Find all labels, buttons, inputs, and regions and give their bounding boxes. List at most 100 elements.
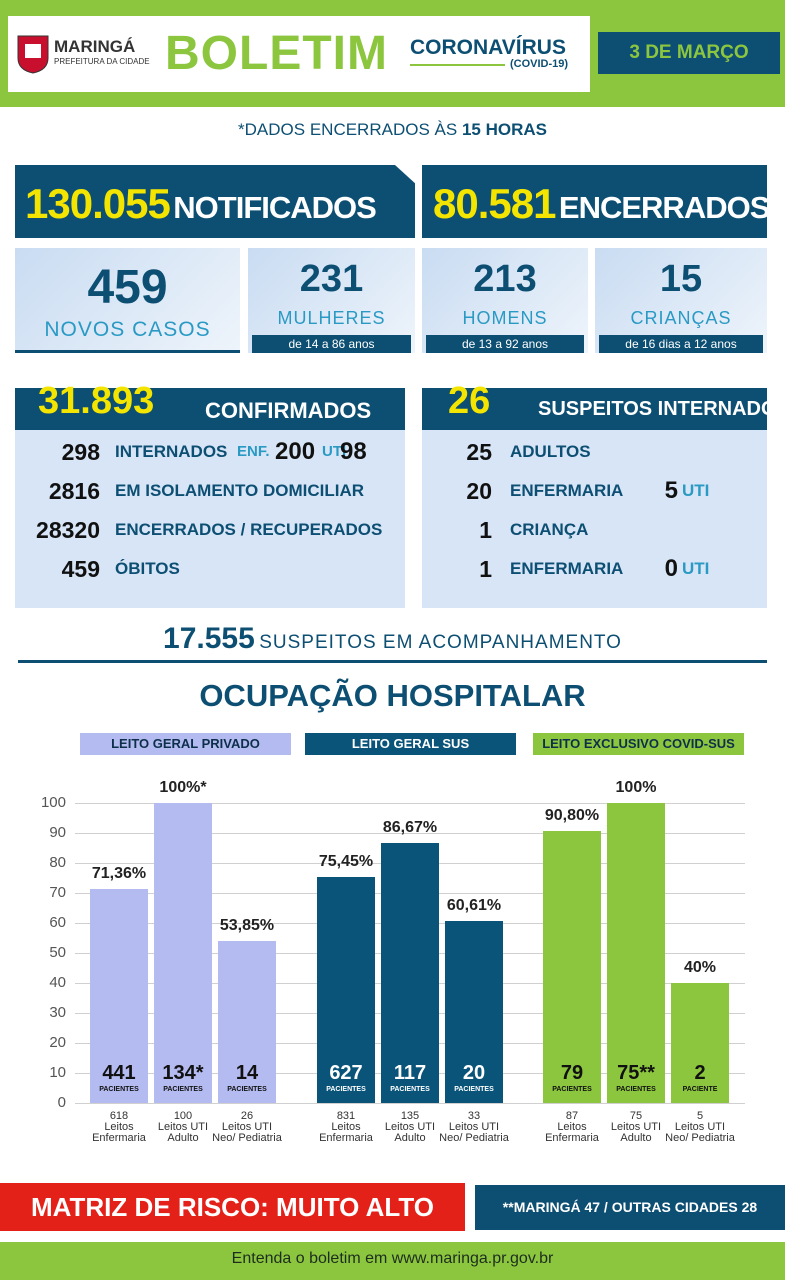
- row-label: INTERNADOS: [115, 441, 228, 461]
- patients: 441: [102, 1062, 136, 1084]
- bar: [154, 803, 212, 1103]
- topic-line: [410, 64, 505, 66]
- case-value: 213: [473, 258, 537, 300]
- patient-unit: PACIENTES: [616, 1086, 656, 1093]
- note: *DADOS ENCERRADOS ÀS 15 HORAS: [0, 120, 785, 140]
- grid-line: [75, 803, 745, 804]
- note-text: *DADOS ENCERRADOS ÀS: [238, 120, 458, 139]
- panel-title: LEITO GERAL SUS: [305, 733, 516, 755]
- row-value: 25: [466, 438, 492, 465]
- patients: 79: [560, 1062, 584, 1084]
- row-label: UTI: [682, 558, 710, 578]
- total-value: 130.055: [25, 180, 171, 227]
- row-label: CRIANÇA: [510, 519, 589, 539]
- panel-title: LEITO GERAL PRIVADO: [80, 733, 291, 755]
- beds: 87: [565, 1110, 579, 1122]
- total-value: 80.581: [433, 180, 556, 227]
- topic-sub: (COVID-19): [510, 58, 569, 70]
- suspects-value: 26: [448, 380, 491, 422]
- case-value: 231: [299, 258, 364, 300]
- section-title: OCUPAÇÃO HOSPITALAR: [199, 678, 586, 713]
- row-label: ÓBITOS: [115, 558, 180, 578]
- patients: 20: [462, 1062, 486, 1084]
- case-label: NOVOS CASOS: [44, 318, 211, 341]
- x-tick-label: Leitos UTI Adulto: [157, 1121, 209, 1144]
- case-label: HOMENS: [462, 308, 548, 328]
- bar: [90, 888, 148, 1103]
- value-label: 60,61%: [446, 897, 502, 915]
- y-tick-label: 50: [49, 944, 66, 961]
- city-sub: PREFEITURA DA CIDADE: [54, 57, 150, 66]
- patients: 117: [393, 1062, 427, 1084]
- y-tick-label: 20: [49, 1034, 66, 1051]
- case-range: de 14 a 86 anos: [252, 335, 411, 353]
- grid-line: [75, 833, 745, 834]
- bar: [317, 876, 375, 1103]
- title: BOLETIM: [165, 27, 388, 80]
- confirmed-panel: [15, 430, 405, 608]
- x-tick-label: Leitos UTI Neo/ Pediatria: [439, 1121, 509, 1144]
- patients: 627: [329, 1062, 363, 1084]
- bar: [671, 983, 729, 1103]
- y-tick-label: 0: [57, 1094, 66, 1111]
- beds: 5: [696, 1110, 704, 1122]
- row-label: 98: [340, 438, 367, 465]
- total-label: NOTIFICADOS: [173, 190, 377, 225]
- row-value: 1: [479, 555, 492, 582]
- total-label: ENCERRADOS: [558, 190, 770, 225]
- row-label: ENFERMARIA: [510, 480, 624, 500]
- logo: [17, 35, 49, 74]
- x-tick-label: Leitos UTI Neo/ Pediatria: [212, 1121, 282, 1144]
- row-label: ENFERMARIA: [510, 558, 624, 578]
- y-tick-label: 10: [49, 1064, 66, 1081]
- suspects-bar: [422, 388, 767, 430]
- row-value: 298: [61, 438, 100, 465]
- x-tick-label: Leitos UTI Adulto: [610, 1121, 662, 1144]
- header-panel: [8, 16, 590, 92]
- x-tick-label: Leitos UTI Neo/ Pediatria: [665, 1121, 735, 1144]
- y-tick-label: 60: [49, 914, 66, 931]
- y-tick-label: 70: [49, 884, 66, 901]
- value-label: 75,45%: [318, 852, 374, 870]
- value-label: 40%: [683, 959, 717, 976]
- row-value: 2816: [48, 477, 100, 504]
- confirmed-value: 31.893: [38, 380, 155, 422]
- date: 3 DE MARÇO: [598, 32, 780, 74]
- case-range: de 13 a 92 anos: [426, 335, 584, 353]
- beds: 135: [400, 1110, 420, 1122]
- divider: [18, 660, 767, 663]
- patient-unit: PACIENTES: [227, 1086, 267, 1093]
- row-label: EM ISOLAMENTO DOMICILIAR: [115, 480, 365, 500]
- value-label: 53,85%: [219, 917, 275, 935]
- case-label: MULHERES: [277, 308, 386, 328]
- total-box: [15, 165, 415, 238]
- row-value: 20: [466, 477, 492, 504]
- case-box: [15, 248, 240, 352]
- monitoring-label: SUSPEITOS EM ACOMPANHAMENTO: [259, 632, 622, 653]
- case-value: 15: [659, 258, 703, 300]
- row-label: ENCERRADOS / RECUPERADOS: [115, 519, 383, 539]
- bar: [607, 803, 665, 1103]
- x-tick-label: Leitos Enfermaria: [545, 1121, 599, 1144]
- row-label: ADULTOS: [510, 441, 591, 461]
- total: 130.055 NOTIFICADOS: [25, 180, 377, 228]
- monitoring-value: 17.555: [163, 622, 255, 655]
- confirmed-bar: [15, 388, 405, 430]
- value-label: 100%: [615, 779, 657, 796]
- row-value: UTI: [322, 442, 347, 460]
- risk: MATRIZ DE RISCO: MUITO ALTO: [0, 1183, 465, 1231]
- patient-unit: PACIENTES: [326, 1086, 366, 1093]
- y-tick-label: 40: [49, 974, 66, 991]
- city: MARINGÁ: [54, 37, 136, 56]
- patient-unit: PACIENTES: [163, 1086, 203, 1093]
- monitoring: 17.555 SUSPEITOS EM ACOMPANHAMENTO: [0, 622, 785, 656]
- footer-note: **MARINGÁ 47 / OUTRAS CIDADES 28: [475, 1185, 785, 1230]
- y-tick-label: 30: [49, 1004, 66, 1021]
- beds: 831: [336, 1110, 356, 1122]
- bar: [381, 842, 439, 1103]
- row-value: 0: [664, 555, 678, 582]
- total-box: [422, 165, 767, 238]
- beds: 618: [109, 1110, 129, 1122]
- bar: [445, 921, 503, 1103]
